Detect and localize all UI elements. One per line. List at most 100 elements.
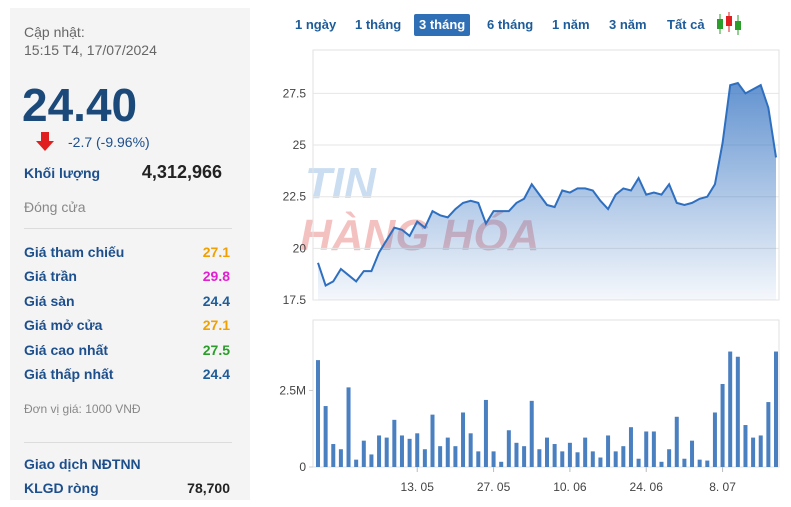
range-tab[interactable]: Tất cả (667, 17, 705, 32)
volume-bar (430, 414, 435, 467)
watermark: TIN (305, 159, 377, 208)
update-label: Cập nhật: (24, 24, 85, 40)
volume-bar (644, 431, 649, 467)
x-tick-label: 13. 05 (401, 480, 435, 494)
volume-bar (567, 442, 572, 467)
volume-bar (705, 460, 710, 467)
row-value: 27.1 (202, 317, 230, 334)
row-label: Giá thấp nhất (24, 366, 114, 382)
volume-value: 4,312,966 (141, 162, 222, 182)
volume-bar (491, 451, 496, 467)
x-tick-label: 27. 05 (477, 480, 511, 494)
volume-bar (354, 459, 359, 467)
volume-bar (743, 425, 748, 467)
volume-bar (361, 440, 366, 467)
range-tab[interactable]: 1 năm (552, 17, 590, 32)
volume-bar (659, 461, 664, 467)
volume-bar (369, 454, 374, 467)
volume-bar (674, 416, 679, 467)
volume-bar (445, 437, 450, 467)
volume-bar (690, 440, 695, 467)
row-label: Giá sàn (24, 292, 75, 309)
volume-bar (552, 444, 557, 467)
row-value: 24.4 (202, 292, 230, 309)
volume-bar (499, 461, 504, 467)
volume-bar (651, 431, 656, 467)
volume-bar (422, 449, 427, 467)
volume-bar (613, 451, 618, 467)
volume-bar (598, 457, 603, 467)
volume-bar (476, 451, 481, 467)
volume-bar (728, 351, 733, 467)
volume-bar (399, 435, 404, 467)
volume-bar (751, 437, 756, 467)
volume-bar (606, 435, 611, 467)
y-tick-label: 20 (293, 241, 307, 255)
volume-bar (522, 446, 527, 467)
volume-bar (712, 412, 717, 467)
separator (24, 228, 232, 229)
volume-bar (537, 449, 542, 467)
volume-bar (628, 427, 633, 467)
y-tick-label: 17.5 (283, 293, 307, 307)
volume-bar (774, 351, 778, 467)
volume-bar (316, 360, 320, 467)
volume-bar (384, 437, 389, 467)
volume-bar (331, 444, 336, 467)
volume-bar (514, 442, 519, 467)
foreign-title: Giao dịch NĐTNN (24, 456, 141, 472)
volume-bar (483, 399, 488, 467)
net-label: KLGD ròng (24, 480, 99, 496)
row-value: 24.4 (202, 366, 230, 382)
volume-bar (529, 400, 534, 467)
range-tab[interactable]: 3 năm (609, 17, 647, 32)
close-label: Đóng cửa (24, 199, 86, 215)
volume-bar (720, 384, 725, 467)
separator (24, 442, 232, 443)
volume-bar (583, 437, 588, 467)
volume-bar (407, 438, 412, 467)
unit-note: Đơn vị giá: 1000 VNĐ (24, 402, 141, 416)
volume-bar (453, 446, 458, 467)
price-area (318, 83, 776, 300)
price-change: -2.7 (-9.96%) (68, 134, 150, 150)
volume-bar (415, 433, 420, 467)
row-value: 27.1 (202, 244, 230, 260)
x-tick-label: 10. 06 (553, 480, 587, 494)
price-line (317, 81, 777, 287)
down-arrow (36, 132, 54, 151)
x-tick-label: 8. 07 (709, 480, 736, 494)
range-tab[interactable]: 1 tháng (355, 17, 402, 32)
update-time: 15:15 T4, 17/07/2024 (24, 42, 157, 58)
volume-bar (392, 419, 397, 467)
row-label: Giá cao nhất (24, 341, 109, 358)
net-value: 78,700 (187, 480, 230, 496)
volume-bar (346, 387, 351, 467)
volume-bar (461, 412, 466, 467)
volume-bar (575, 452, 580, 467)
row-value: 27.5 (202, 341, 230, 358)
volume-bar (468, 433, 473, 467)
row-value: 29.8 (202, 268, 230, 285)
y-tick-label: 2.5M (279, 383, 306, 397)
price: 24.40 (22, 79, 138, 131)
range-tab[interactable]: 6 tháng (487, 17, 534, 32)
y-tick-label: 25 (293, 138, 307, 152)
volume-bar (377, 435, 382, 467)
volume-bar (766, 402, 771, 467)
y-tick-label: 22.5 (283, 190, 307, 204)
range-tab[interactable]: 3 tháng (414, 14, 471, 36)
volume-bar (323, 406, 328, 467)
volume-bar (697, 459, 702, 467)
y-tick-label: 0 (299, 460, 306, 474)
volume-bar (682, 458, 687, 467)
candle-icon[interactable] (716, 12, 742, 36)
volume-bar (667, 449, 672, 467)
volume-bar (338, 449, 343, 467)
volume-bar (636, 458, 641, 467)
volume-bar (590, 451, 595, 467)
row-label: Giá mở cửa (24, 317, 103, 334)
range-tab[interactable]: 1 ngày (295, 17, 337, 32)
